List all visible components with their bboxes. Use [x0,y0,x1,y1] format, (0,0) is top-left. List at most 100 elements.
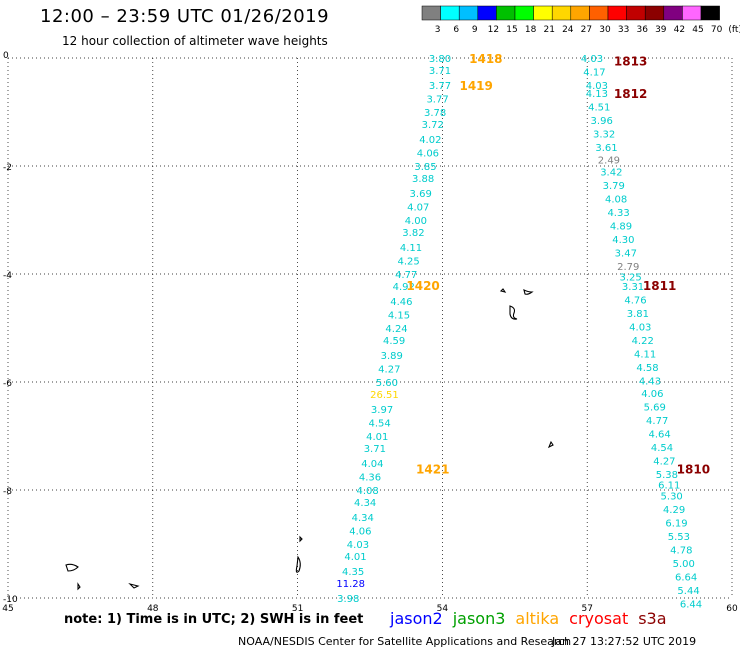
data-point-label: 4.76 [624,295,646,306]
land-outline [523,288,534,295]
colorbar-label: 12 [488,25,499,35]
satellite-legend-jason2: jason2 [390,609,443,628]
data-point-label: 6.64 [675,572,697,583]
y-tick-label: -4 [3,271,12,281]
y-tick-label: -2 [3,163,12,173]
data-point-label: 3.98 [337,594,359,605]
data-point-label: 5.00 [673,559,695,570]
data-point-label: 4.27 [378,365,400,376]
land-outline [547,440,554,449]
data-point-label: 4.78 [670,545,692,556]
colorbar-swatch [440,5,460,21]
data-point-label: 3.88 [412,174,434,185]
x-tick-label: 60 [726,604,738,614]
data-point-label: 4.01 [366,432,388,443]
data-point-label: 4.77 [395,270,417,281]
colorbar-swatch [663,5,683,21]
colorbar-swatch [421,5,441,21]
data-point-label: 4.04 [361,459,383,470]
data-point-label: 3.85 [414,162,436,173]
land-outline [509,305,518,320]
pass-label: 1811 [643,279,676,293]
data-point-label: 4.06 [349,527,371,538]
colorbar-label: 27 [581,25,592,35]
pass-label: 1810 [677,462,710,476]
colorbar-swatch [644,5,665,21]
data-point-label: 4.08 [605,194,627,205]
land-outline [299,535,303,543]
data-point-label: 4.34 [354,498,376,509]
land-outline [128,582,140,589]
data-point-label: 3.97 [371,405,393,416]
satellite-legend: jason2 jason3 altika cryosat s3a [390,609,677,628]
colorbar-swatch [682,5,702,21]
data-point-label: 3.77 [429,81,451,92]
data-point-label: 4.58 [636,363,658,374]
data-point-label: 3.42 [600,167,622,178]
data-point-label: 4.06 [417,149,439,160]
data-point-label: 4.30 [612,235,634,246]
colorbar-swatch [477,5,497,21]
pass-label: 1812 [614,87,647,101]
x-tick-label: 48 [147,604,159,614]
data-point-label: 4.92 [393,282,415,293]
satellite-legend-s3a: s3a [638,609,667,628]
data-point-label: 4.13 [586,89,608,100]
pass-labels: 1418 1419 1420 1421 1813 1812 1811 1810 [406,52,710,476]
land-outline [65,563,79,572]
data-point-label: 4.43 [639,376,661,387]
colorbar-label: 36 [636,25,648,35]
data-point-label: 4.59 [383,336,405,347]
data-point-label: 3.79 [603,181,625,192]
data-point-label: 3.89 [381,351,403,362]
colorbar-swatch [496,5,516,21]
data-point-label: 4.03 [581,54,603,65]
data-point-label: 3.82 [402,228,424,239]
colorbar-swatch [570,5,590,21]
x-tick-label: 54 [437,604,449,614]
land-outlines [65,288,554,591]
data-point-label: 4.25 [397,257,419,268]
colorbar-label: 6 [453,25,459,35]
data-point-label: 5.30 [661,491,683,502]
colorbar-label: 3 [435,25,441,35]
data-point-label: 4.03 [586,81,608,92]
data-point-label: 5.60 [376,378,398,389]
pass-label: 1813 [614,55,647,69]
colorbar-swatch [533,5,553,21]
data-point-label: 4.89 [610,221,632,232]
data-point-label: 4.34 [352,513,374,524]
data-point-label: 5.53 [668,532,690,543]
data-point-label: 4.08 [356,486,378,497]
data-point-label: 3.96 [591,116,613,127]
data-point-label: 4.54 [369,419,391,430]
chart-title: 12:00 – 23:59 UTC 01/26/2019 [40,6,330,27]
data-point-label: 4.27 [653,456,675,467]
y-tick-label: -10 [3,595,18,605]
data-point-label: 3.71 [429,66,451,77]
footer-credit: NOAA/NESDIS Center for Satellite Applica… [238,635,572,648]
colorbar-swatch [514,5,534,21]
data-point-label: 4.33 [607,208,629,219]
footer-timestamp: Jan 27 13:27:52 UTC 2019 [552,635,697,648]
data-point-label: 26.51 [370,390,399,401]
pass-label: 1418 [469,52,502,66]
data-point-label: 3.72 [422,120,444,131]
x-tick-label: 57 [581,604,592,614]
data-point-label: 3.31 [622,282,644,293]
footer-note: note: 1) Time is in UTC; 2) SWH is in fe… [64,612,364,627]
data-point-label: 4.02 [419,135,441,146]
colorbar-label: 33 [618,25,629,35]
chart-grid [8,58,732,598]
data-point-label: 4.07 [407,203,429,214]
satellite-legend-jason3: jason3 [452,609,506,628]
data-point-label: 4.03 [347,540,369,551]
satellite-legend-cryosat: cryosat [569,609,629,628]
colorbar-swatch [626,5,646,21]
colorbar-label: 45 [692,25,703,35]
colorbar-swatch [589,5,609,21]
pass-label: 1421 [416,462,449,476]
data-point-label: 3.71 [364,444,386,455]
